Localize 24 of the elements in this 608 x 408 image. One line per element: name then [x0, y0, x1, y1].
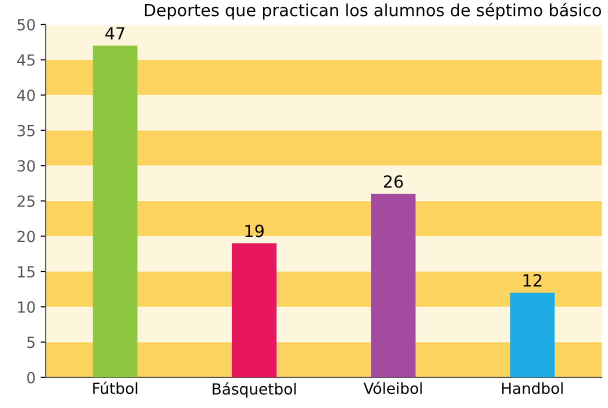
y-tick-label: 45 — [17, 54, 35, 66]
chart-title: Deportes que practican los alumnos de séptimo básico — [144, 2, 602, 20]
x-tick-label: Handbol — [502, 382, 563, 394]
bar — [232, 243, 276, 378]
x-tick-label: Básquetbol — [212, 382, 296, 398]
y-tick-label: 20 — [18, 230, 35, 242]
bar — [371, 194, 416, 378]
y-tick-label: 30 — [18, 160, 35, 172]
x-tick-label: Fútbol — [93, 382, 138, 394]
y-tick-label: 5 — [27, 336, 35, 348]
bar — [510, 292, 555, 378]
y-tick-label: 10 — [18, 301, 35, 313]
data-label: 12 — [524, 274, 542, 286]
y-tick-label: 15 — [18, 266, 35, 278]
y-tick-label: 50 — [18, 18, 35, 30]
y-tick-label: 0 — [27, 372, 35, 384]
data-label: 26 — [384, 175, 403, 188]
y-tick-label: 25 — [18, 195, 35, 207]
bar — [92, 46, 138, 378]
x-tick-label: Vóleibol — [364, 382, 422, 394]
y-tick-label: 40 — [17, 90, 35, 102]
data-label: 47 — [105, 27, 124, 40]
y-tick-label: 35 — [18, 124, 35, 136]
data-label: 19 — [245, 224, 264, 238]
